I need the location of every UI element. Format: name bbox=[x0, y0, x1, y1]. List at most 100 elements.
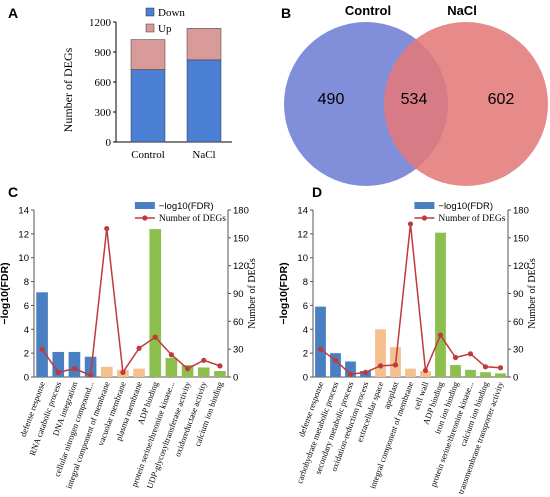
panel-d-bar-2 bbox=[345, 361, 356, 377]
panel-label-b: B bbox=[281, 5, 291, 21]
panel-c-ytick-label: 2 bbox=[24, 349, 29, 360]
panel-c-ytick-label: 0 bbox=[24, 373, 29, 384]
panel-d-ylabel: −log10(FDR) bbox=[278, 262, 290, 324]
panel-a-bar-up-0 bbox=[130, 39, 166, 70]
panel-d-ytick-label: 12 bbox=[297, 229, 308, 240]
panel-c-deg-line bbox=[41, 228, 221, 377]
panel-d-y2tick-label: 90 bbox=[513, 289, 524, 300]
panel-c-bar-0 bbox=[36, 292, 48, 377]
panel-c-deg-point-5 bbox=[120, 369, 126, 375]
panel-d-bar-10 bbox=[465, 369, 476, 377]
panel-d-deg-point-3 bbox=[362, 369, 369, 375]
panel-a-ytick-label: 300 bbox=[95, 107, 112, 119]
panel-d-deg-point-7 bbox=[422, 367, 429, 374]
panel-c-deg-point-7 bbox=[152, 334, 158, 340]
panel-a-bar-up-1 bbox=[186, 28, 222, 61]
panel-d-ytick-label: 2 bbox=[303, 349, 308, 360]
panel-d-ytick-label: 4 bbox=[303, 325, 308, 336]
panel-c-y2tick-label: 90 bbox=[233, 289, 244, 300]
panel-d-ytick-label: 10 bbox=[297, 253, 308, 264]
panel-a-ytick-label: 1200 bbox=[89, 17, 112, 29]
venn-nacl-circle bbox=[384, 22, 548, 186]
panel-d-legend-line-label: Number of DEGs bbox=[438, 213, 505, 224]
panel-c-ytick-label: 6 bbox=[24, 301, 29, 312]
panel-d-y2tick-label: 150 bbox=[513, 233, 529, 244]
panel-a-ylabel: Number of DEGs bbox=[61, 47, 75, 132]
venn-control-label: Control bbox=[345, 3, 391, 18]
panel-a-bar-down-1 bbox=[186, 59, 222, 143]
panel-d-legend-bar-label: −log10(FDR) bbox=[438, 201, 493, 212]
panel-c-bar-1 bbox=[52, 351, 65, 377]
panel-c-bar-6 bbox=[133, 368, 145, 377]
panel-d-ytick-label: 14 bbox=[297, 206, 308, 217]
panel-d-bar-4 bbox=[375, 329, 386, 377]
panel-c-deg-point-9 bbox=[184, 366, 191, 372]
panel-d-deg-point-2 bbox=[347, 371, 354, 377]
panel-d-deg-point-10 bbox=[467, 351, 474, 357]
panel-c-deg-point-6 bbox=[136, 345, 142, 351]
panel-c-ytick-label: 10 bbox=[18, 253, 29, 264]
panel-c-deg-point-2 bbox=[71, 366, 78, 372]
panel-d-y2tick-label: 60 bbox=[513, 317, 524, 328]
panel-c-bar-11 bbox=[214, 371, 226, 377]
panel-d-bar-8 bbox=[435, 232, 446, 377]
panel-d-deg-point-11 bbox=[482, 364, 489, 370]
panel-d-ytick-label: 6 bbox=[303, 301, 308, 312]
venn-nacl-label: NaCl bbox=[447, 3, 477, 18]
panel-c-deg-point-0 bbox=[39, 346, 45, 352]
panel-c-bar-2 bbox=[68, 351, 81, 377]
panel-a-legend-down-swatch bbox=[145, 7, 155, 17]
panel-d-deg-point-4 bbox=[377, 363, 384, 369]
panel-d-legend-bar-swatch bbox=[414, 202, 435, 209]
panel-d-deg-point-8 bbox=[437, 332, 444, 338]
panel-c-bar-4 bbox=[100, 366, 113, 377]
panel-d-y2tick-label: 120 bbox=[513, 261, 529, 272]
panel-c-y2tick-label: 0 bbox=[233, 373, 238, 384]
panel-c-deg-point-11 bbox=[217, 363, 223, 369]
panel-d-deg-point-9 bbox=[452, 354, 459, 361]
panel-d-y2tick-label: 30 bbox=[513, 345, 524, 356]
panel-c-y2tick-label: 180 bbox=[233, 206, 249, 217]
panel-c-ytick-label: 14 bbox=[18, 206, 29, 217]
panel-d-bar-6 bbox=[405, 368, 416, 377]
panel-a-stacked-bar-chart: Number of DEGs Control NaCl Down Up 0 300… bbox=[61, 7, 232, 161]
panel-d-deg-point-0 bbox=[317, 346, 324, 352]
panel-c-ytick-label: 12 bbox=[18, 229, 29, 240]
panel-a-legend-up-swatch bbox=[145, 23, 155, 33]
panel-d-legend-line-marker bbox=[421, 215, 427, 221]
venn-nacl-only-count: 602 bbox=[488, 91, 515, 108]
panel-a-ytick-label: 900 bbox=[95, 47, 112, 59]
panel-c-legend-bar-swatch bbox=[134, 202, 155, 209]
panel-c-y2tick-label: 120 bbox=[233, 261, 249, 272]
panel-a-legend-up-label: Up bbox=[158, 23, 172, 35]
panel-d-y2tick-label: 180 bbox=[513, 206, 529, 217]
panel-c-deg-point-3 bbox=[87, 372, 94, 378]
panel-d-ytick-label: 8 bbox=[303, 277, 308, 288]
panel-c-deg-point-1 bbox=[55, 369, 61, 375]
panel-c-bar-3 bbox=[84, 356, 97, 377]
panel-d-deg-point-1 bbox=[332, 357, 339, 363]
panel-a-ytick-label: 0 bbox=[106, 137, 112, 149]
panel-d-y2label: Number of DEGs bbox=[527, 258, 538, 329]
panel-label-a: A bbox=[8, 5, 18, 21]
panel-d-bar-1 bbox=[330, 353, 341, 377]
panel-label-c: C bbox=[8, 184, 18, 200]
panel-c-y2tick-label: 30 bbox=[233, 345, 244, 356]
panel-c-bar-10 bbox=[197, 367, 210, 377]
venn-intersection-count: 534 bbox=[401, 91, 428, 108]
panel-c-legend-line-marker bbox=[142, 215, 148, 221]
panel-d-bar-9 bbox=[450, 365, 461, 377]
panel-d-bar-11 bbox=[480, 372, 491, 377]
panel-c-ylabel: −log10(FDR) bbox=[0, 262, 11, 324]
panel-d-deg-point-6 bbox=[407, 221, 414, 227]
panel-c-deg-point-4 bbox=[104, 225, 110, 232]
panel-a-ytick-label: 600 bbox=[95, 77, 112, 89]
panel-c-bar-8 bbox=[165, 357, 178, 377]
panel-d-bar-7 bbox=[420, 371, 431, 377]
panel-d-deg-point-12 bbox=[497, 365, 504, 371]
panel-d-ytick-label: 0 bbox=[303, 373, 308, 384]
panel-a-legend-down-label: Down bbox=[158, 7, 185, 19]
